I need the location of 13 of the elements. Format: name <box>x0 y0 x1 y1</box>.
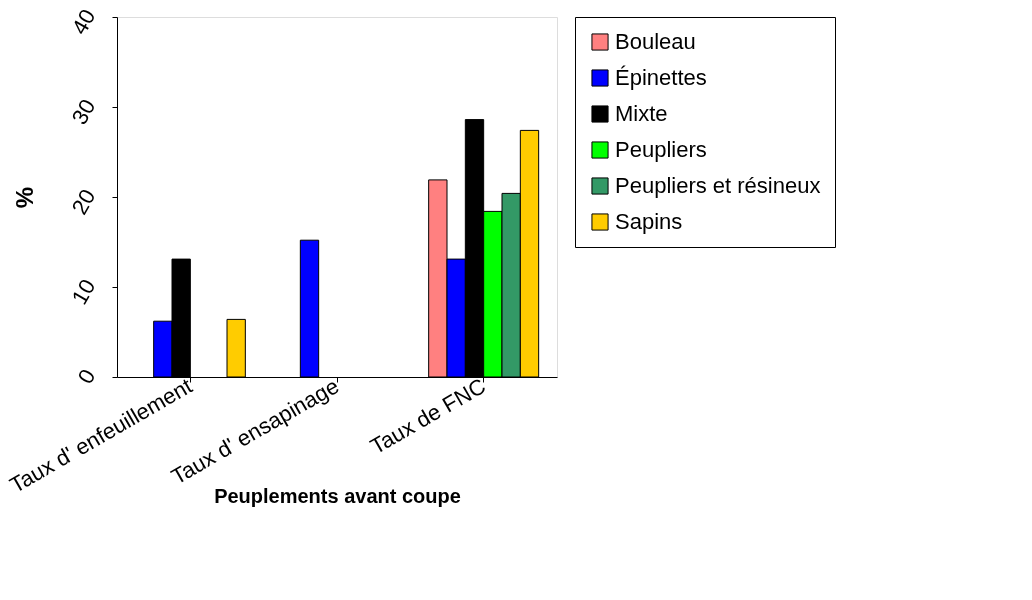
legend-label: Sapins <box>615 209 683 234</box>
legend-label: Bouleau <box>615 29 696 54</box>
legend-label: Peupliers et résineux <box>615 173 821 198</box>
y-axis-title: % <box>11 186 39 209</box>
y-tick-label: 20 <box>66 185 101 219</box>
x-tick-label: Taux de FNC <box>365 373 490 460</box>
legend-label: Peupliers <box>615 137 707 162</box>
legend-label: Mixte <box>615 101 668 126</box>
y-tick-label: 10 <box>66 275 101 309</box>
x-axis-title: Peuplements avant coupe <box>214 485 461 508</box>
y-tick-label: 30 <box>66 95 101 129</box>
legend-label: Épinettes <box>615 65 707 90</box>
y-tick-label: 40 <box>66 5 101 39</box>
